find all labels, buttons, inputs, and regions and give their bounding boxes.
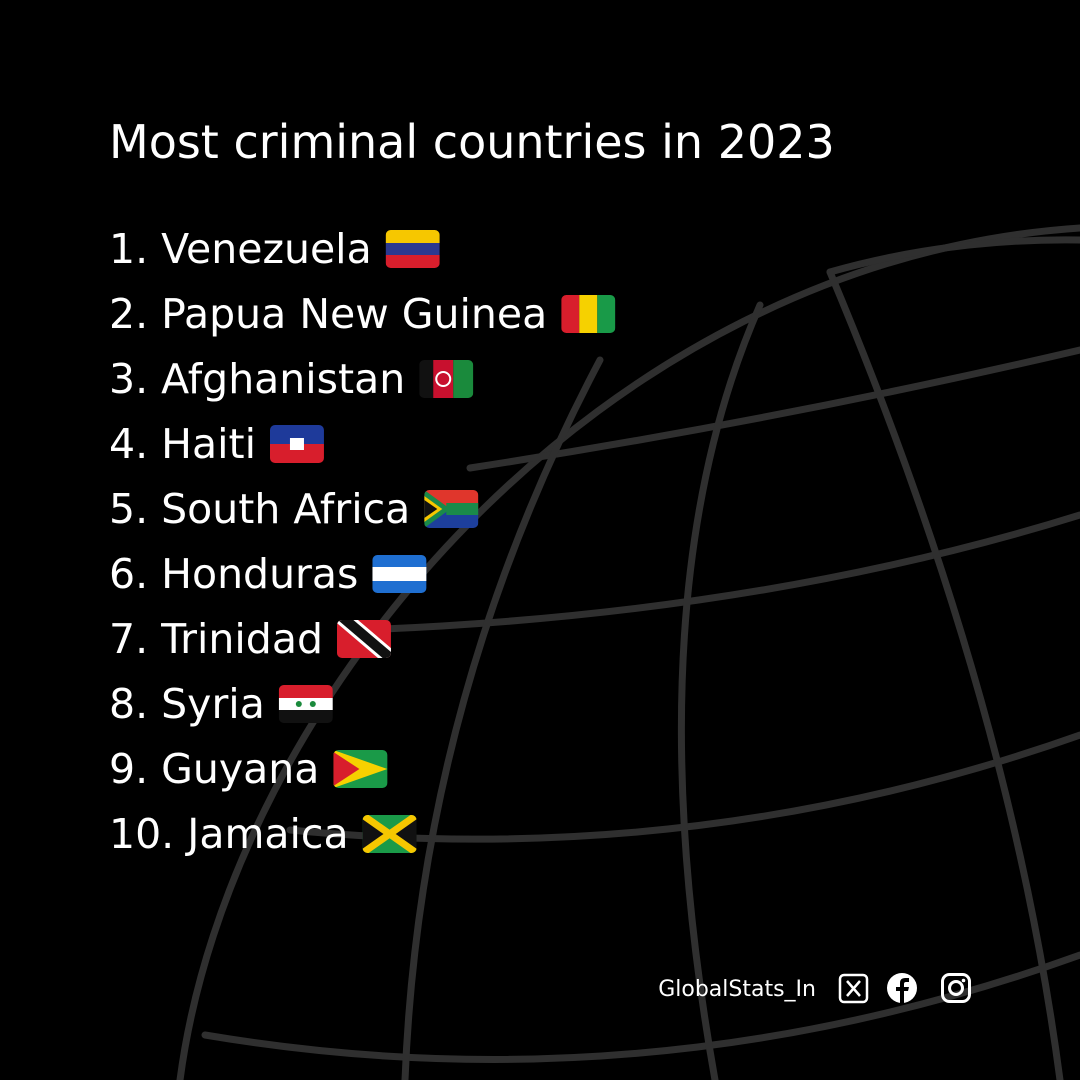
title: Most criminal countries in 2023: [109, 115, 835, 169]
country-item: 10. Jamaica: [109, 810, 349, 858]
flag-icon: [419, 360, 474, 398]
country-item: 5. South Africa: [109, 485, 410, 533]
flag-icon: [372, 555, 427, 593]
instagram-icon[interactable]: [941, 973, 971, 1003]
country-item: 6. Honduras: [109, 550, 358, 598]
flag-icon: [336, 620, 391, 658]
flag-icon: [561, 295, 616, 333]
country-list: 1. Venezuela 2. Papua New Guinea 3. Afghan…: [109, 225, 616, 858]
handle: GlobalStats_In: [658, 977, 816, 1002]
country-item: 4. Haiti: [109, 420, 256, 468]
flag-icon: [424, 490, 479, 528]
country-item: 1. Venezuela: [109, 225, 372, 273]
flag-icon: [362, 815, 417, 853]
globe-lines: [176, 224, 1080, 1080]
country-item: 8. Syria: [109, 680, 265, 728]
x-icon[interactable]: [838, 973, 869, 1004]
flag-icon: [269, 425, 324, 463]
flag-icon: [278, 685, 333, 723]
country-item: 2. Papua New Guinea: [109, 290, 547, 338]
flag-icon: [333, 750, 388, 788]
flag-icon: [385, 230, 440, 268]
country-item: 7. Trinidad: [109, 615, 323, 663]
country-item: 3. Afghanistan: [109, 355, 405, 403]
country-item: 9. Guyana: [109, 745, 319, 793]
facebook-icon[interactable]: [887, 973, 917, 1003]
